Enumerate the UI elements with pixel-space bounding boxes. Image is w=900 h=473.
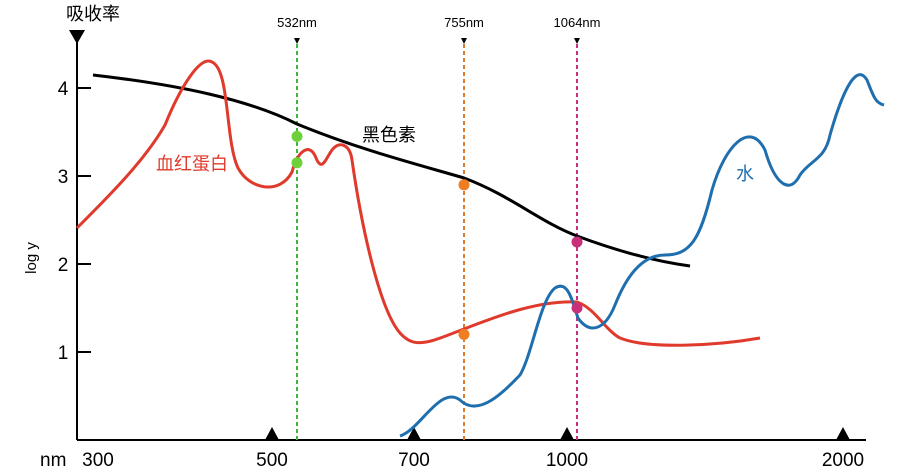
series-line-hemoglobin xyxy=(75,59,761,347)
data-point-marker xyxy=(291,130,303,142)
data-point-marker xyxy=(458,328,470,340)
x-tick-marker-icon xyxy=(407,427,421,440)
x-tick-label: 500 xyxy=(256,450,288,471)
y-tick-label: 2 xyxy=(58,255,69,276)
data-point-marker xyxy=(291,157,303,169)
y-tick-label: 1 xyxy=(58,343,69,364)
series-line-water xyxy=(399,73,885,438)
data-point-marker xyxy=(571,236,583,248)
x-tick-marker-icon xyxy=(836,427,850,440)
y-axis-arrow-icon xyxy=(69,30,85,44)
y-tick-label: 4 xyxy=(58,79,69,100)
chart-title: 吸收率 xyxy=(66,4,120,24)
x-axis-unit: nm xyxy=(40,450,66,471)
markers xyxy=(291,130,583,340)
x-tick-marker-icon xyxy=(265,427,279,440)
data-point-marker xyxy=(571,302,583,314)
laser-line-755: 755nm xyxy=(444,15,484,440)
series-label-water: 水 xyxy=(736,164,754,184)
y-ticks: 1 2 3 4 xyxy=(58,79,91,364)
laser-line-532: 532nm xyxy=(277,15,317,440)
series-label-hemoglobin: 血红蛋白 xyxy=(156,154,228,174)
x-tick-label: 700 xyxy=(398,450,430,471)
y-axis-label: log y xyxy=(23,242,40,274)
laser-label-532: 532nm xyxy=(277,15,317,30)
y-tick-label: 3 xyxy=(58,167,69,188)
laser-label-755: 755nm xyxy=(444,15,484,30)
series-line-melanin xyxy=(92,73,691,268)
x-tick-label: 300 xyxy=(82,450,114,471)
data-point-marker xyxy=(458,179,470,191)
series-label-melanin: 黑色素 xyxy=(362,125,416,145)
x-tick-label: 1000 xyxy=(546,450,588,471)
x-ticks: 300 500 700 1000 2000 xyxy=(82,427,864,471)
x-tick-marker-icon xyxy=(560,427,574,440)
x-tick-label: 2000 xyxy=(822,450,864,471)
laser-label-1064: 1064nm xyxy=(554,15,601,30)
